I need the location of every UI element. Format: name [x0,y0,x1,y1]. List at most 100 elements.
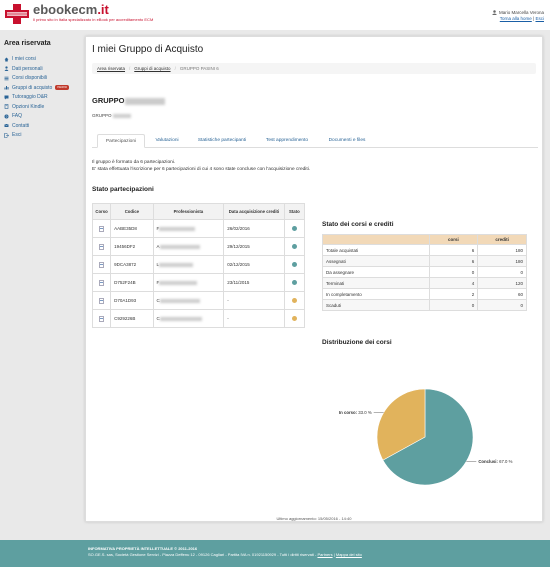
sidebar-item-label: FAQ [12,113,23,119]
sidebar-title: Area riservata [4,40,51,47]
professional-initial: L [156,262,160,267]
redacted-text [159,262,194,267]
logout-link[interactable]: Esci [535,16,544,21]
tab-valutazioni[interactable]: Valutazioni [155,138,179,143]
group-subtitle: GRUPPO [92,113,131,118]
col-stato: Stato [283,203,306,220]
logo-text[interactable]: ebookecm.it [33,2,109,17]
tab-documenti[interactable]: Documenti e files [328,138,366,143]
tab-test[interactable]: Test apprendimento [265,138,309,143]
document-icon[interactable] [99,243,105,250]
document-icon[interactable] [99,261,105,268]
group-title-text: GRUPPO [92,96,125,105]
footer-partners-link[interactable]: Partners [317,552,333,557]
breadcrumb-current: GRUPPO PASINI 6 [179,66,219,71]
tab-partecipazioni[interactable]: Partecipazioni [97,134,145,148]
sidebar-item-kindle[interactable]: Opzioni Kindle [4,103,82,111]
course-cell [91,219,112,238]
col-codice: Codice [110,203,154,220]
professional-initial: F [156,226,160,231]
table-row: C929226B C - [91,309,306,328]
professional-cell: F [152,219,225,238]
courses-cell: 6 [428,255,479,267]
page-title: I miei Gruppo di Acquisto [92,44,204,55]
date-cell: 23/11/2015 [223,273,285,292]
pie-label-in-corso: In corso: 33.0 % [339,410,372,415]
sidebar-item-tutoring[interactable]: Tutoraggio D&R [4,93,82,101]
credits-cell: 120 [477,277,527,289]
sidebar-item-purchase-groups[interactable]: Gruppi di acquisto nuovo [4,84,82,92]
distribution-title: Distribuzione dei corsi [322,339,392,346]
label-cell: Da assegnare [322,266,430,278]
chat-icon [4,95,9,99]
user-area: Mario Marcella Verona Torna alla home | … [491,10,544,22]
professional-cell: C [152,309,225,328]
breadcrumb-gruppi[interactable]: Gruppi di acquisto [134,66,171,71]
sidebar-item-exit[interactable]: Esci [4,131,82,139]
courses-table: corsi crediti Totale acquistati 6 180 Asseg… [322,234,527,311]
pie-label-conclusi: Conclusi: 67.0 % [478,459,512,464]
professional-cell: A [152,237,225,256]
table-row: In completamento 2 60 [322,288,527,300]
book-icon [4,104,9,109]
table-header-row: corsi crediti [322,234,527,245]
col-corso: Corso [91,203,112,220]
courses-cell: 0 [428,299,479,311]
last-update: Ultimo aggiornamento: 15/05/2016 - 14:40 [276,516,352,521]
sidebar-item-label: Esci [12,132,22,138]
course-cell [91,309,112,328]
participations-title: Stato partecipazioni [92,186,154,193]
document-icon[interactable] [99,315,105,322]
table-row: Terminati 4 120 [322,277,527,289]
sidebar-item-label: Tutoraggio D&R [12,94,48,100]
document-icon[interactable] [99,297,105,304]
logo-main: ebookecm [33,2,98,17]
sidebar-item-my-courses[interactable]: I miei corsi [4,55,82,63]
redacted-text [112,113,131,118]
chart-icon [4,86,9,90]
intro-text: Il gruppo è formato da 6 partecipazioni.… [92,159,310,173]
table-row: Totale acquistati 6 180 [322,244,527,256]
redacted-text [159,280,198,285]
intro-line-1: Il gruppo è formato da 6 partecipazioni. [92,160,176,165]
label-cell: Assegnati [322,255,430,267]
footer-sitemap-link[interactable]: Mappa del sito [335,552,362,557]
logo-tld: .it [97,2,109,17]
professional-cell: F [152,273,225,292]
tab-statistiche[interactable]: Statistiche partecipanti [197,138,247,143]
courses-cell: 2 [428,288,479,300]
logout-icon [4,132,9,138]
document-icon[interactable] [99,225,105,232]
status-cell [283,291,306,310]
course-cell [91,273,112,292]
status-dot [291,280,297,285]
redacted-text [124,97,165,105]
table-row: Da assegnare 0 0 [322,266,527,278]
sidebar-item-available-courses[interactable]: Corsi disponibili [4,74,82,82]
credits-cell: 0 [477,299,527,311]
col-corsi: corsi [428,234,479,245]
course-cell [91,255,112,274]
table-header-row: Corso Codice Professionista Data acquisi… [91,203,306,220]
sidebar-item-faq[interactable]: ? FAQ [4,112,82,120]
redacted-text [159,244,200,249]
home-link[interactable]: Torna alla home [499,16,532,21]
sidebar-item-personal-data[interactable]: Dati personali [4,65,82,73]
user-icon [4,66,9,71]
breadcrumb-area-riservata[interactable]: Area riservata [97,66,126,71]
site-footer: INFORMATIVA PROPRIETÀ INTELLETTUALE © 20… [0,540,550,567]
tagline: Il primo sito in Italia specializzato in… [33,17,154,22]
breadcrumb: Area riservata / Gruppi di acquisto / GRUPPO… [92,63,536,74]
date-cell: 26/02/2016 [223,219,285,238]
code-cell: C929226B [110,309,154,328]
sidebar-item-contacts[interactable]: Contatti [4,122,82,130]
footer-copyright: INFORMATIVA PROPRIETÀ INTELLETTUALE © 20… [88,546,198,551]
date-cell: - [223,291,285,310]
code-cell: AABE35D8 [110,219,154,238]
label-cell: Terminati [322,277,430,289]
logo-cross-icon[interactable] [4,3,30,25]
document-icon[interactable] [99,279,105,286]
site-header: ebookecm.it Il primo sito in Italia spec… [0,0,550,30]
redacted-text [159,226,196,231]
redacted-text [159,316,202,321]
